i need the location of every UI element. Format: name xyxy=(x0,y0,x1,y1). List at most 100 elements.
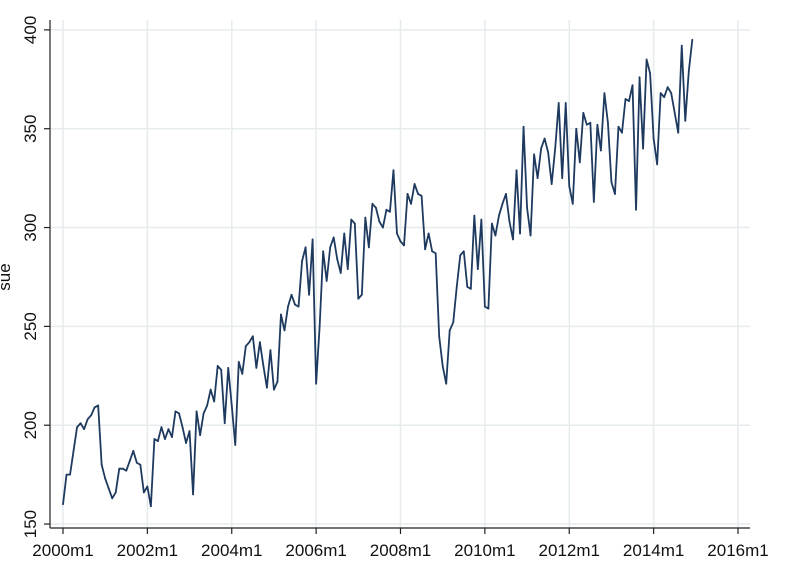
data-point xyxy=(501,202,504,205)
data-point xyxy=(589,121,592,124)
data-point xyxy=(621,131,623,134)
data-point xyxy=(691,38,694,41)
data-point xyxy=(114,491,117,494)
data-point xyxy=(441,365,444,367)
data-point xyxy=(164,438,166,440)
data-point xyxy=(427,232,430,235)
data-point xyxy=(135,461,138,464)
data-point xyxy=(459,254,462,257)
data-point xyxy=(318,325,321,328)
data-point xyxy=(234,444,237,446)
data-point xyxy=(642,147,644,150)
data-point xyxy=(659,92,662,95)
data-point xyxy=(550,183,553,185)
series-points-1 xyxy=(62,38,694,508)
data-point xyxy=(403,244,405,247)
data-point xyxy=(181,426,184,429)
data-point xyxy=(571,202,574,205)
data-point xyxy=(649,72,652,75)
x-tick-label: 2002m1 xyxy=(117,541,178,560)
data-point xyxy=(346,268,349,270)
data-point xyxy=(104,477,107,480)
data-point xyxy=(142,491,145,494)
data-point xyxy=(69,473,71,476)
data-point xyxy=(209,388,212,391)
data-point xyxy=(564,102,567,104)
data-point xyxy=(603,92,606,95)
data-point xyxy=(568,185,571,187)
data-point xyxy=(220,368,223,371)
series-line-1 xyxy=(62,39,694,508)
y-tick-label: 400 xyxy=(21,16,40,44)
data-point xyxy=(438,335,441,338)
data-point xyxy=(617,125,620,128)
data-point xyxy=(343,232,346,235)
x-tick-label: 2016m1 xyxy=(707,541,768,560)
data-point xyxy=(536,177,539,180)
data-point xyxy=(638,76,641,79)
data-point xyxy=(417,193,419,195)
axes: 150 200 250 300 350 400 2000m1 2002m1 2004m1 2006… xyxy=(21,16,769,560)
data-point xyxy=(452,321,455,324)
data-point xyxy=(494,234,497,237)
data-point xyxy=(396,232,398,235)
data-point xyxy=(297,305,300,308)
data-point xyxy=(424,248,427,251)
data-point xyxy=(529,234,532,237)
data-point xyxy=(466,285,469,288)
data-point xyxy=(610,181,613,183)
data-point xyxy=(353,222,356,225)
data-point xyxy=(255,366,258,369)
data-point xyxy=(635,208,637,211)
data-point xyxy=(392,169,395,172)
data-point xyxy=(480,218,483,221)
data-point xyxy=(125,469,128,472)
data-point xyxy=(339,272,342,274)
data-point xyxy=(283,329,286,332)
data-point xyxy=(157,440,159,442)
data-point xyxy=(374,206,377,209)
data-point xyxy=(498,214,500,217)
data-point xyxy=(413,183,416,185)
data-point xyxy=(258,341,261,344)
data-point xyxy=(522,125,525,128)
data-point xyxy=(543,137,546,140)
data-point xyxy=(663,96,666,98)
data-point xyxy=(445,382,448,385)
data-point xyxy=(121,467,124,470)
data-point xyxy=(656,163,659,166)
data-point xyxy=(462,250,465,253)
data-point xyxy=(79,422,82,425)
data-point xyxy=(287,305,289,308)
data-point xyxy=(132,450,135,452)
data-point xyxy=(237,361,240,363)
data-point xyxy=(230,404,233,407)
data-point xyxy=(188,430,191,433)
data-point xyxy=(487,307,490,310)
data-point xyxy=(149,505,152,508)
data-point xyxy=(512,238,514,241)
data-point xyxy=(652,137,655,140)
data-point xyxy=(336,258,339,261)
data-point xyxy=(434,252,437,255)
x-tick-label: 2000m1 xyxy=(32,541,93,560)
data-point xyxy=(406,193,409,195)
data-point xyxy=(244,345,247,348)
data-point xyxy=(329,246,332,249)
data-point xyxy=(680,44,683,47)
data-point xyxy=(269,349,272,351)
data-point xyxy=(582,112,585,114)
data-point xyxy=(455,285,458,288)
y-tick-label: 200 xyxy=(21,411,40,439)
data-point xyxy=(687,70,690,73)
data-point xyxy=(684,119,687,122)
y-axis-title: sue xyxy=(0,263,14,290)
data-point xyxy=(332,236,335,239)
data-point xyxy=(382,226,384,229)
data-point xyxy=(251,335,254,338)
data-point xyxy=(599,149,602,152)
data-point xyxy=(216,365,219,367)
data-point xyxy=(677,131,680,134)
data-point xyxy=(350,218,353,221)
data-point xyxy=(248,341,251,344)
